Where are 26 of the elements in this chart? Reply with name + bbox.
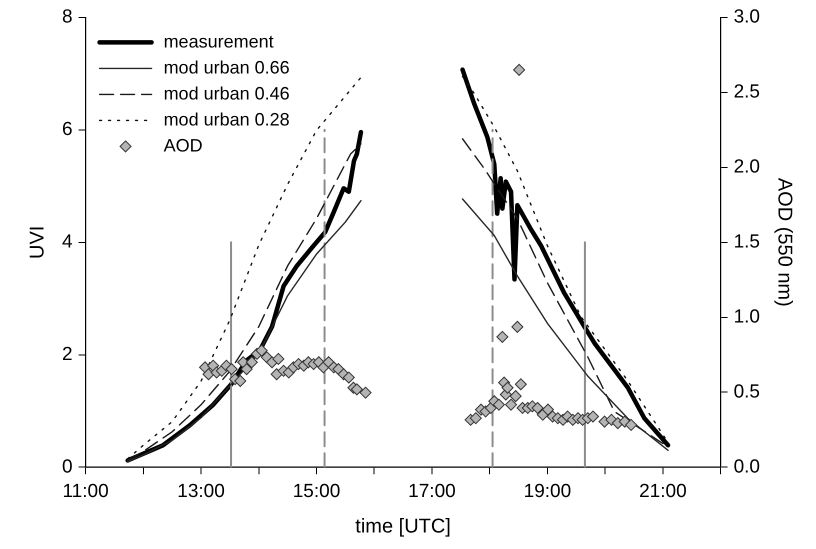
legend-label: AOD <box>164 135 203 156</box>
x-tick-label: 17:00 <box>408 480 456 502</box>
y2-tick-label: 3.0 <box>734 6 760 28</box>
legend-label: mod urban 0.28 <box>164 109 290 130</box>
legend-label: mod urban 0.66 <box>164 57 290 78</box>
x-tick-label: 11:00 <box>62 480 109 502</box>
y2-tick-label: 1.0 <box>734 306 760 328</box>
x-axis-title: time [UTC] <box>355 516 451 538</box>
y-tick-label: 2 <box>62 344 73 365</box>
y-axis-title: UVI <box>26 226 49 259</box>
legend-label: measurement <box>164 31 274 52</box>
y-tick-label: 6 <box>62 119 73 140</box>
y2-tick-label: 2.5 <box>734 82 760 103</box>
y2-tick-label: 0.5 <box>734 381 760 402</box>
y2-tick-label: 2.0 <box>734 156 760 178</box>
x-tick-label: 19:00 <box>524 480 572 502</box>
x-tick-label: 13:00 <box>177 480 225 502</box>
y2-tick-label: 0.0 <box>734 456 760 478</box>
y2-axis-title: AOD (550 nm) <box>773 178 796 307</box>
legend-label: mod urban 0.46 <box>164 83 290 104</box>
x-tick-label: 21:00 <box>639 480 687 502</box>
y2-tick-label: 1.5 <box>734 232 760 253</box>
y-tick-label: 8 <box>62 6 73 28</box>
y-tick-label: 0 <box>62 456 73 478</box>
x-tick-label: 15:00 <box>292 480 340 502</box>
y-tick-label: 4 <box>62 232 73 253</box>
